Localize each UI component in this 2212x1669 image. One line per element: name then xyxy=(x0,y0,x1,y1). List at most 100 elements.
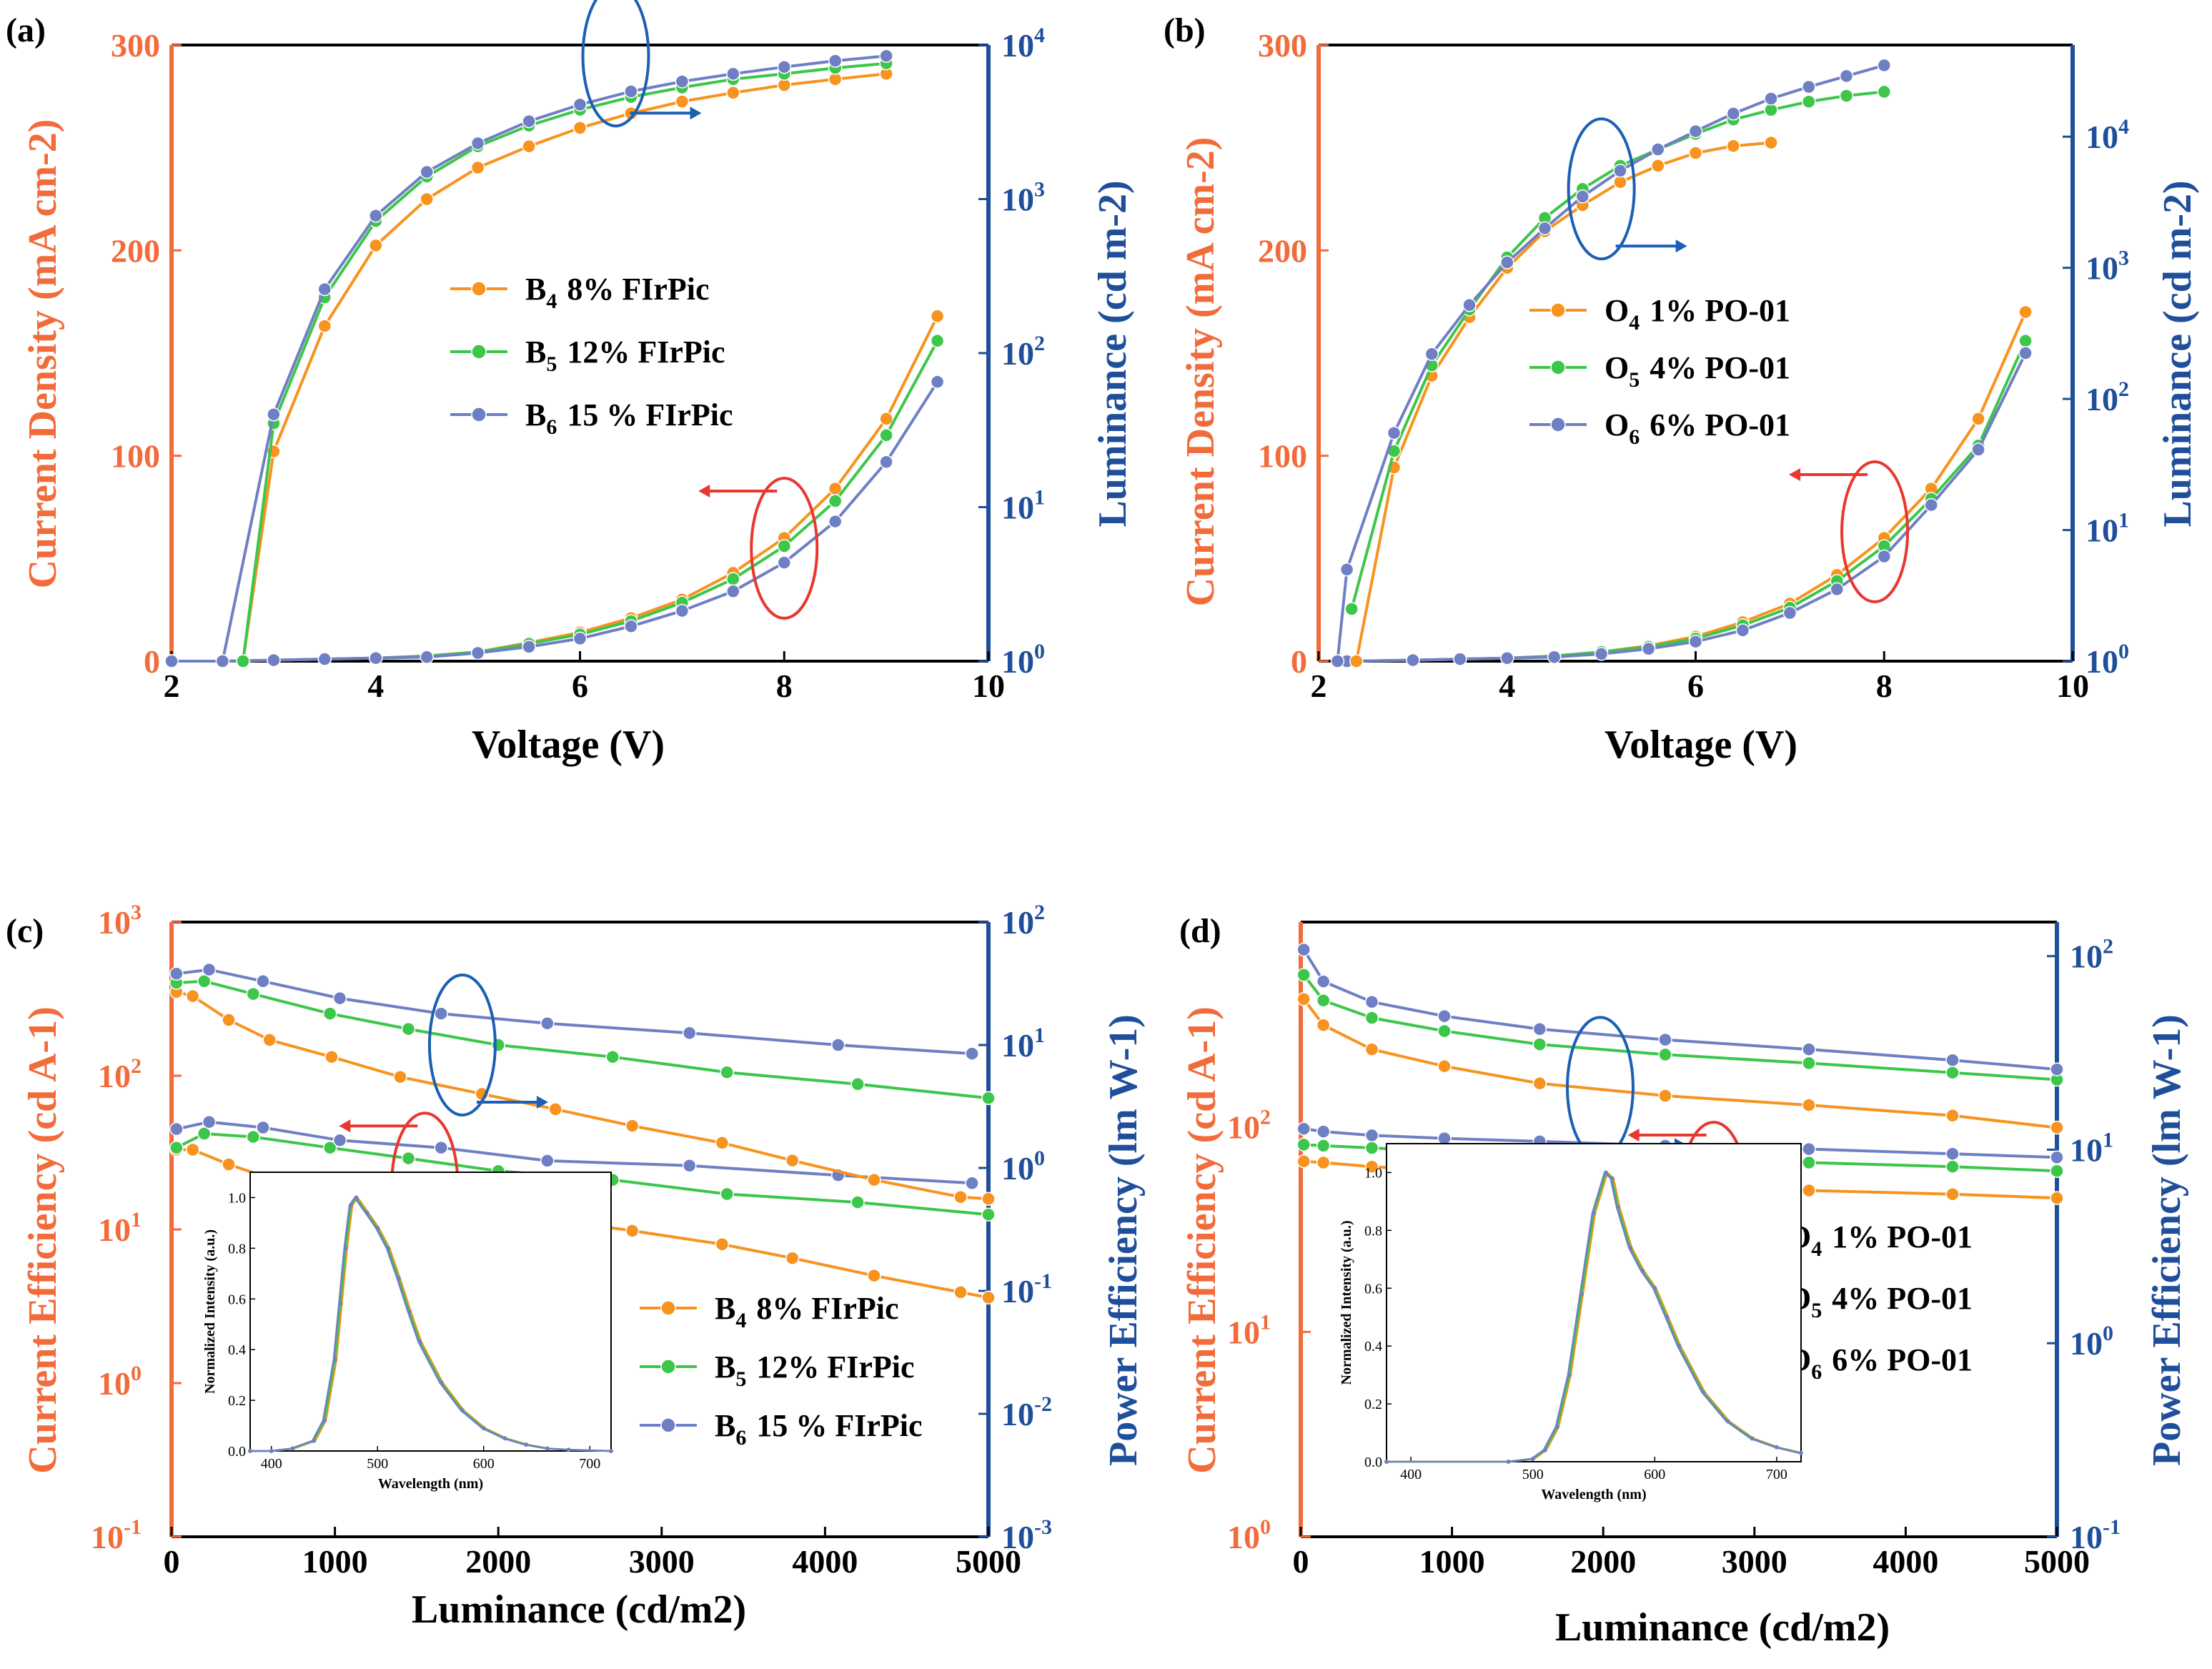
legend-marker xyxy=(1550,360,1566,375)
data-point xyxy=(1364,1011,1379,1025)
data-point xyxy=(246,986,261,1001)
x-tick-label: 1000 xyxy=(1419,1543,1485,1580)
y-left-tick-label: 102 xyxy=(1227,1106,1271,1146)
series-line-b4-luminance xyxy=(242,72,887,662)
inset-data-point xyxy=(1628,1245,1633,1250)
inset-y-tick-label: 1.0 xyxy=(1364,1165,1382,1181)
data-point xyxy=(197,974,212,989)
inset-data-point xyxy=(375,1226,380,1230)
panel-a-ylabel-left: Current Density (mA cm-2) xyxy=(21,119,65,589)
inset-data-point xyxy=(1750,1436,1755,1441)
legend-label: B4 8% FIrPic xyxy=(525,272,710,313)
inset-data-point xyxy=(290,1446,295,1451)
data-point xyxy=(930,334,945,348)
inset-data-point xyxy=(566,1447,571,1452)
y-left-tick-label: 300 xyxy=(111,27,160,64)
panel-d-ylabel-left: Current Efficiency (cd A-1) xyxy=(1180,1006,1224,1474)
inset-data-point xyxy=(338,1302,343,1307)
inset-data-point xyxy=(1604,1170,1609,1175)
data-point xyxy=(236,654,250,668)
y-right-tick-label: 104 xyxy=(2085,115,2129,155)
y-right-tick-label: 102 xyxy=(1001,901,1045,941)
x-tick-label: 0 xyxy=(164,1543,180,1580)
inset-y-tick-label: 0.0 xyxy=(228,1444,246,1460)
data-point xyxy=(715,1237,730,1252)
inset-data-point xyxy=(312,1438,317,1443)
x-tick-label: 3000 xyxy=(629,1543,695,1580)
data-point xyxy=(879,412,893,426)
inset-frame xyxy=(1386,1143,1802,1462)
y-left-tick-label: 103 xyxy=(98,901,142,941)
data-point xyxy=(981,1091,996,1106)
data-point xyxy=(197,1126,212,1141)
data-point xyxy=(720,1187,734,1202)
y-left-tick-label: 100 xyxy=(1258,438,1307,475)
data-point xyxy=(1877,549,1892,564)
inset-spectrum: 400 500 600 700 0.0 0.2 0.4 0.6 0.8 1.0 Wavelength… xyxy=(202,1172,613,1492)
x-tick-label: 4 xyxy=(1499,668,1515,704)
x-tick-label: 8 xyxy=(1876,668,1893,704)
data-point xyxy=(522,640,536,654)
data-point xyxy=(317,319,332,333)
data-point xyxy=(624,619,638,633)
y-right-tick-label: 103 xyxy=(1001,178,1045,218)
x-tick-label: 2 xyxy=(164,668,180,704)
inset-x-tick-label: 500 xyxy=(367,1456,388,1472)
data-point xyxy=(726,66,740,81)
data-point xyxy=(540,1016,555,1031)
data-point xyxy=(1500,255,1514,269)
data-point xyxy=(879,49,893,63)
inset-data-point xyxy=(1610,1176,1615,1181)
data-point xyxy=(262,1033,277,1047)
series-line-b5-current-efficiency xyxy=(175,1131,989,1217)
data-point xyxy=(867,1268,881,1283)
data-point xyxy=(930,309,945,324)
data-point xyxy=(625,1224,640,1238)
inset-data-point xyxy=(343,1246,348,1251)
data-point xyxy=(470,645,485,660)
inset-data-point xyxy=(1640,1269,1645,1273)
legend-marker xyxy=(471,407,487,422)
panel-d: (d) 0 1000 2000 3000 4000 5000 100 101 102 10-1 10… xyxy=(1179,912,2189,1650)
legend-label: B5 12% FIrPic xyxy=(525,335,725,376)
annotation-ellipse-right xyxy=(581,0,650,128)
data-point xyxy=(401,1021,416,1036)
data-point xyxy=(1364,1141,1379,1155)
data-point xyxy=(830,1038,845,1052)
data-point xyxy=(1437,1059,1452,1074)
data-point xyxy=(828,54,843,68)
legend-label: B4 8% FIrPic xyxy=(715,1291,899,1332)
data-point xyxy=(625,1119,640,1133)
data-point xyxy=(1575,189,1590,204)
data-point xyxy=(1641,642,1656,656)
data-point xyxy=(369,238,383,253)
y-right-tick-label: 10-1 xyxy=(1001,1269,1052,1309)
inset-data-point xyxy=(1677,1344,1682,1349)
y-right-tick-label: 100 xyxy=(2085,640,2129,680)
x-tick-label: 4 xyxy=(367,668,384,704)
legend-marker xyxy=(1550,417,1566,432)
data-point xyxy=(1877,58,1892,73)
y-right-tick-label: 102 xyxy=(1001,332,1045,372)
data-point xyxy=(675,74,690,89)
data-point xyxy=(256,974,270,989)
inset-data-point xyxy=(545,1446,550,1451)
y-left-tick-label: 101 xyxy=(98,1208,142,1248)
inset-data-point xyxy=(1384,1460,1389,1464)
data-point xyxy=(777,555,792,570)
data-point xyxy=(1296,942,1311,957)
data-point xyxy=(1330,654,1345,668)
inset-xlabel: Wavelength (nm) xyxy=(1541,1487,1646,1502)
data-point xyxy=(393,1069,407,1084)
legend-label: B6 15 % FIrPic xyxy=(715,1408,923,1450)
panel-c-xlabel: Luminance (cd/m2) xyxy=(412,1588,746,1632)
data-point xyxy=(1802,94,1816,109)
y-right-tick-label: 102 xyxy=(2085,377,2129,417)
inset-data-point xyxy=(1665,1314,1670,1319)
legend-marker xyxy=(471,344,487,360)
data-point xyxy=(1349,654,1364,668)
data-point xyxy=(1764,91,1778,106)
panel-b-label: (b) xyxy=(1164,11,1206,49)
